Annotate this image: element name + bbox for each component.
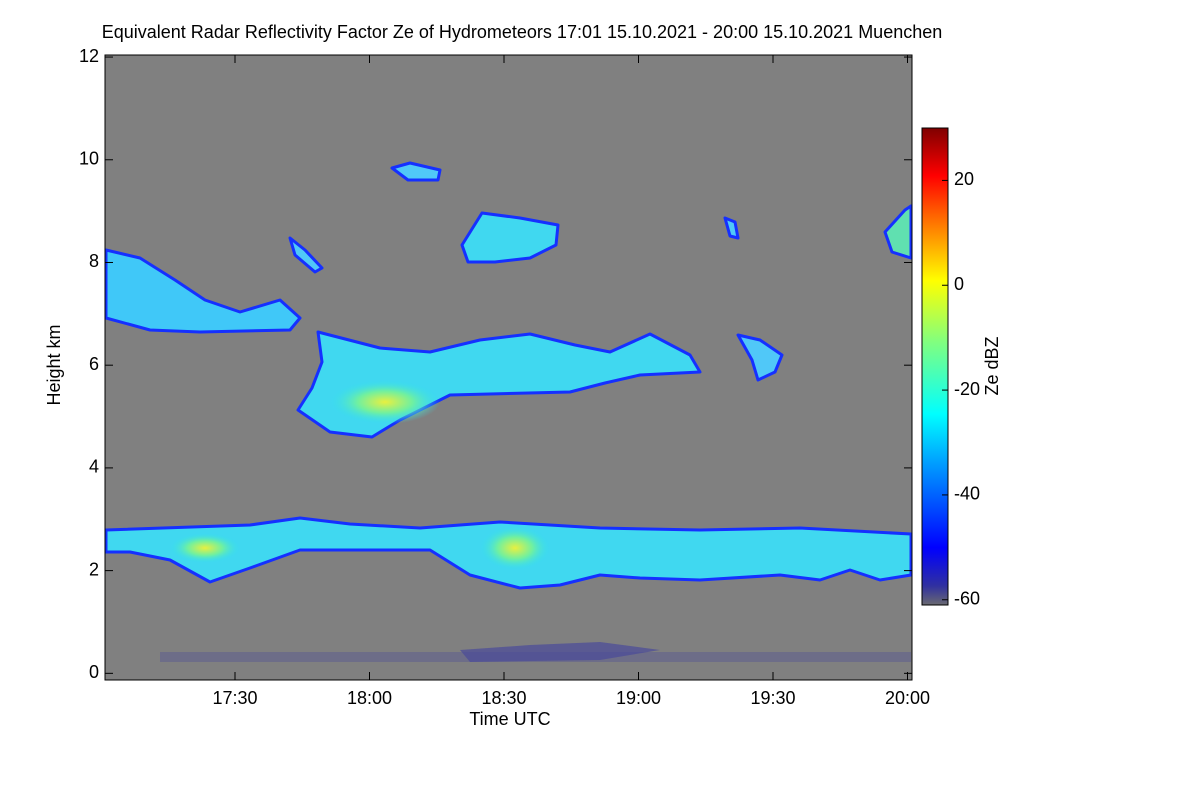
colorbar-tick-label: -60 <box>954 589 980 609</box>
plot-frame <box>104 54 913 681</box>
echo-core <box>170 533 240 563</box>
y-tick-label: 12 <box>79 46 99 66</box>
ground-clutter <box>460 642 660 662</box>
echo <box>736 333 784 382</box>
x-tick-label: 17:30 <box>212 688 257 708</box>
colorbar-tick-label: 0 <box>954 274 964 294</box>
x-tick-label: 18:00 <box>347 688 392 708</box>
echo <box>460 211 560 264</box>
echo <box>390 161 442 182</box>
y-tick-label: 8 <box>89 251 99 271</box>
x-tick-label: 19:30 <box>750 688 795 708</box>
colorbar-tick-label: -20 <box>954 379 980 399</box>
echo <box>104 248 302 334</box>
y-tick-label: 10 <box>79 149 99 169</box>
y-tick-label: 2 <box>89 559 99 579</box>
x-tick-label: 18:30 <box>481 688 526 708</box>
echo <box>288 236 324 274</box>
x-tick-label: 19:00 <box>616 688 661 708</box>
colorbar-tick-label: -40 <box>954 484 980 504</box>
colorbar-label: Ze dBZ <box>982 336 1002 395</box>
chart-title: Equivalent Radar Reflectivity Factor Ze … <box>102 22 943 42</box>
y-axis-label: Height km <box>44 324 64 405</box>
y-tick-label: 0 <box>89 662 99 682</box>
echo <box>883 204 913 260</box>
echo <box>723 216 740 240</box>
x-tick-label: 20:00 <box>885 688 930 708</box>
y-tick-label: 4 <box>89 457 99 477</box>
echoes <box>104 161 913 662</box>
echo-core <box>330 380 440 424</box>
x-axis-label: Time UTC <box>469 709 550 729</box>
colorbar-tick-label: 20 <box>954 169 974 189</box>
colorbar <box>921 127 949 606</box>
echo-core <box>480 526 550 570</box>
y-tick-label: 6 <box>89 354 99 374</box>
